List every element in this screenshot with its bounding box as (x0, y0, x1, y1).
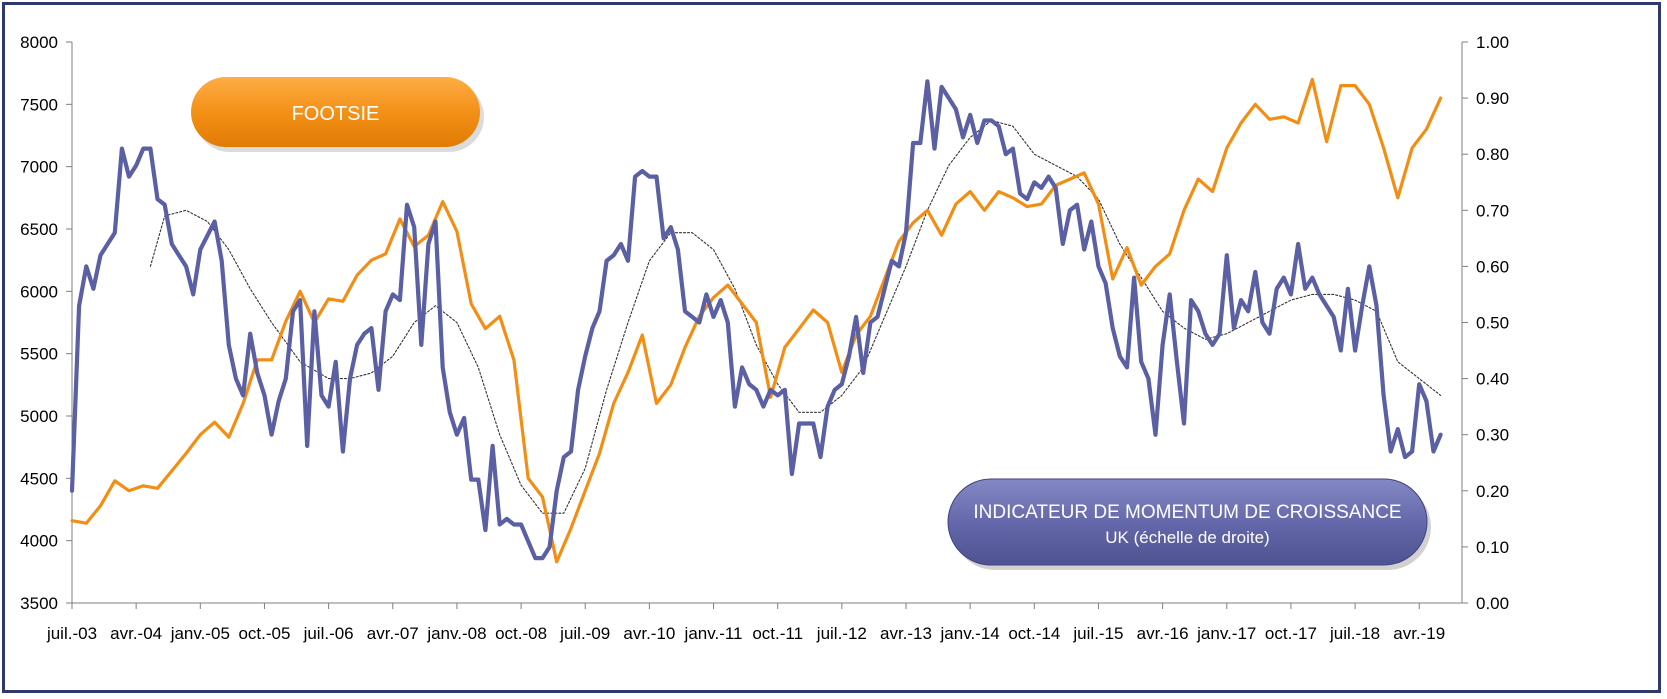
footsie-series-line (70, 77, 1443, 564)
x-tick-label: oct.-11 (752, 624, 803, 643)
momentum-pill-shape (947, 478, 1428, 566)
right-tick-label: 0.00 (1476, 594, 1509, 613)
x-tick-label: oct.-08 (495, 624, 547, 643)
right-tick-label: 0.30 (1476, 426, 1509, 445)
right-tick-label: 0.40 (1476, 370, 1509, 389)
right-tick-label: 0.70 (1476, 201, 1509, 220)
left-tick-label: 4000 (20, 532, 58, 551)
x-ticks: juil.-03 avr.-04 janv.-05 oct.-05 juil.-06 av… (46, 603, 1445, 643)
momentum-label-pill: INDICATEUR DE MOMENTUM DE CROISSANCE UK … (947, 478, 1431, 570)
series-layer (69, 77, 1443, 564)
x-tick-label: oct.-17 (1265, 624, 1317, 643)
footsie-label-pill: FOOTSIE (191, 77, 484, 152)
x-tick-label: janv.-14 (940, 624, 1000, 643)
left-tick-label: 7500 (20, 95, 58, 114)
right-tick-label: 0.20 (1476, 482, 1509, 501)
left-tick-label: 5500 (20, 345, 58, 364)
momentum-pill-text-line1: INDICATEUR DE MOMENTUM DE CROISSANCE (973, 502, 1401, 523)
x-tick-label: avr.-04 (110, 624, 162, 643)
left-y-ticks: 3500 4000 4500 5000 5500 6000 6500 7000 7500 8000 (20, 33, 72, 613)
left-tick-label: 8000 (20, 33, 58, 52)
x-tick-label: avr.-13 (880, 624, 932, 643)
left-tick-label: 5000 (20, 407, 58, 426)
momentum-indicator-series-line (69, 79, 1443, 561)
right-tick-label: 0.60 (1476, 257, 1509, 276)
x-tick-label: juil.-15 (1072, 624, 1123, 643)
right-tick-label: 1.00 (1476, 33, 1509, 52)
x-tick-label: janv.-05 (170, 624, 230, 643)
x-tick-label: juil.-12 (816, 624, 867, 643)
footsie-pill-shape (191, 77, 480, 147)
momentum-pill-text-line2: UK (échelle de droite) (1105, 528, 1269, 547)
right-tick-label: 0.90 (1476, 89, 1509, 108)
x-tick-label: avr.-07 (367, 624, 419, 643)
right-y-ticks: 0.00 0.10 0.20 0.30 0.40 0.50 0.60 0.70 0.80 0.90… (1462, 33, 1509, 613)
x-tick-label: avr.-10 (623, 624, 675, 643)
x-tick-label: oct.-05 (238, 624, 290, 643)
x-tick-label: juil.-18 (1329, 624, 1380, 643)
x-tick-label: avr.-19 (1393, 624, 1445, 643)
x-tick-label: oct.-14 (1008, 624, 1060, 643)
momentum-moving-average-line (149, 119, 1442, 514)
right-tick-label: 0.80 (1476, 145, 1509, 164)
x-tick-label: juil.-09 (559, 624, 610, 643)
right-tick-label: 0.50 (1476, 314, 1509, 333)
left-tick-label: 3500 (20, 594, 58, 613)
left-tick-label: 4500 (20, 469, 58, 488)
x-tick-label: janv.-11 (684, 624, 743, 643)
x-tick-label: janv.-08 (426, 624, 486, 643)
left-tick-label: 6000 (20, 282, 58, 301)
x-tick-label: janv.-17 (1196, 624, 1256, 643)
x-tick-label: juil.-03 (46, 624, 97, 643)
left-tick-label: 7000 (20, 158, 58, 177)
right-tick-label: 0.10 (1476, 538, 1509, 557)
x-tick-label: avr.-16 (1137, 624, 1189, 643)
footsie-pill-text: FOOTSIE (292, 103, 380, 125)
left-tick-label: 6500 (20, 220, 58, 239)
x-tick-label: juil.-06 (303, 624, 354, 643)
